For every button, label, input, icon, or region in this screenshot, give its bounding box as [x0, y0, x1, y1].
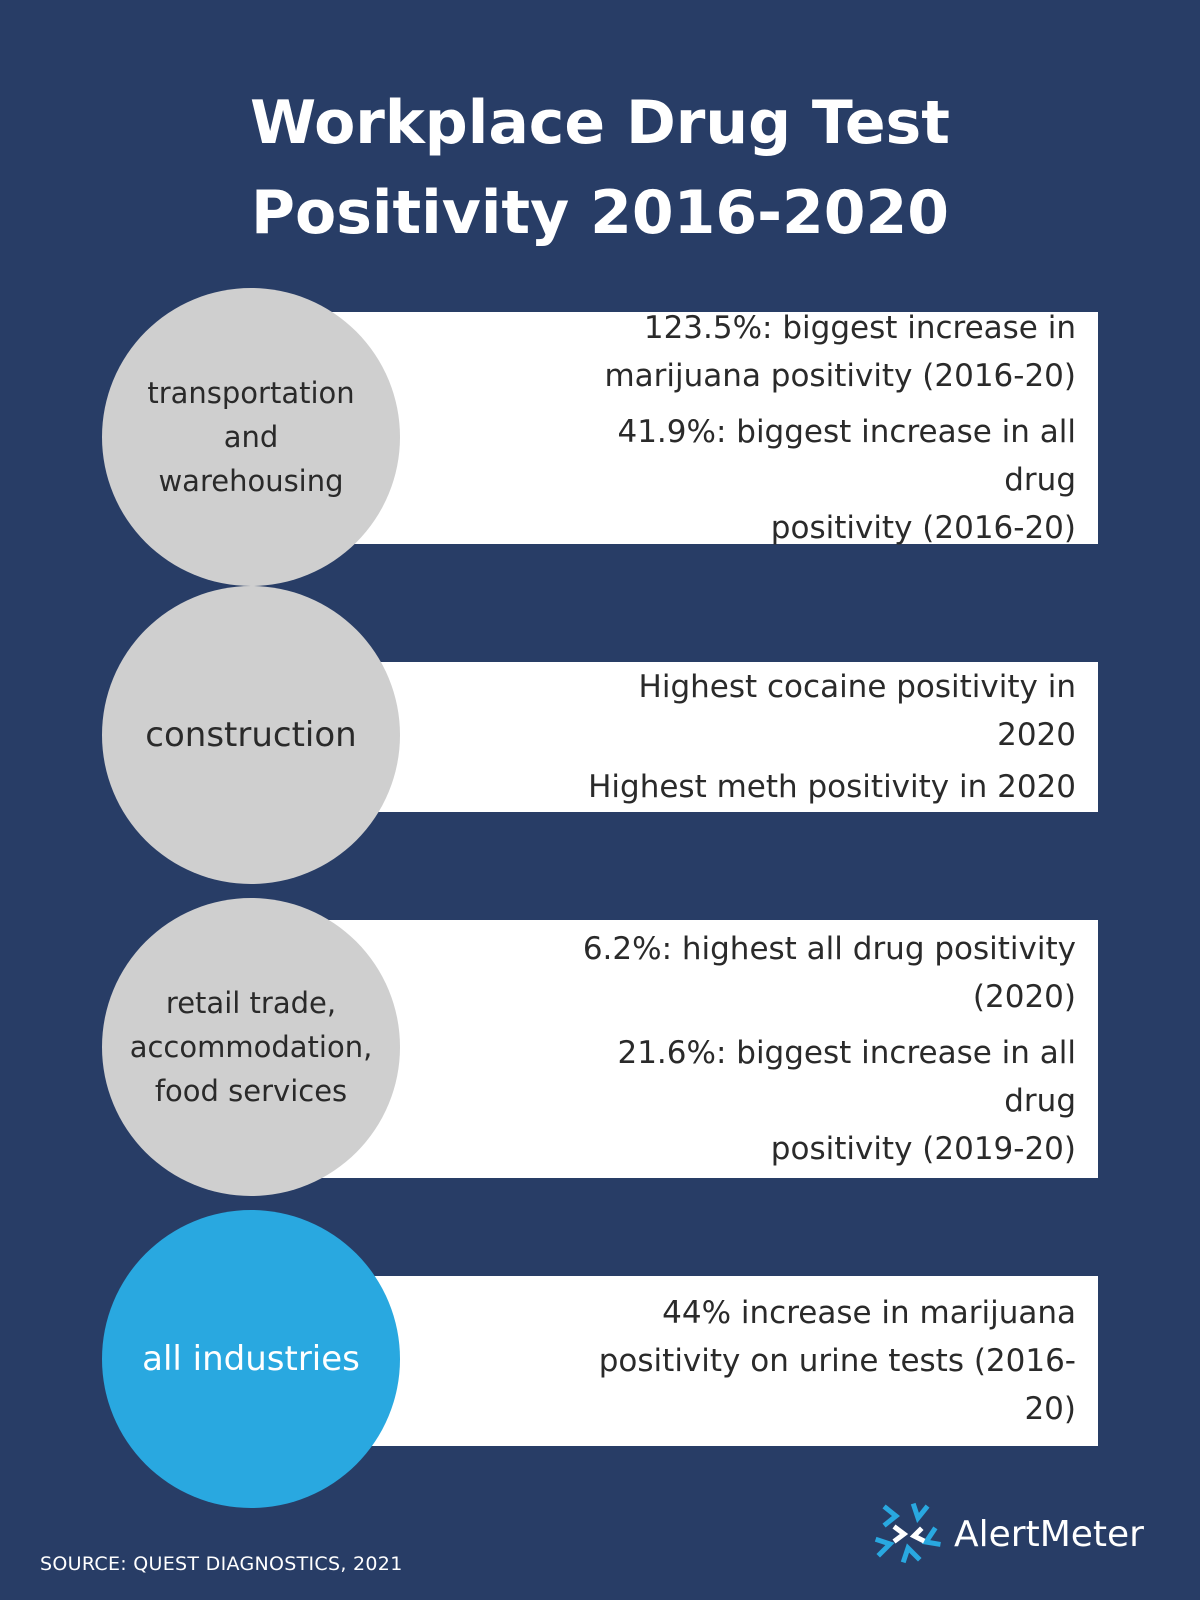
stat-line: positivity (2019-20) [770, 1131, 1076, 1167]
industry-label: all industries [142, 1337, 360, 1381]
industry-circle-all: all industries [102, 1210, 400, 1508]
stat-line: 41.9%: biggest increase in all drug [617, 414, 1076, 498]
industry-row-all: 44% increase in marijuana positivity on … [0, 1210, 1200, 1510]
industry-label-line: all industries [142, 1339, 360, 1379]
industry-label-line: accommodation, [129, 1030, 373, 1064]
page-title-line-2: Positivity 2016-2020 [251, 178, 949, 248]
industry-circle-retail: retail trade, accommodation, food servic… [102, 898, 400, 1196]
industry-label: transportation and warehousing [147, 371, 354, 503]
industry-circle-transportation: transportation and warehousing [102, 288, 400, 586]
alertmeter-logo-icon [874, 1502, 941, 1564]
stat-line: positivity (2016-20) [770, 510, 1076, 546]
stat-line: 21.6%: biggest increase in all drug [617, 1035, 1076, 1119]
stats-box: Highest cocaine positivity in 2020 Highe… [320, 662, 1098, 812]
stat-line: Highest meth positivity in 2020 [588, 769, 1076, 805]
industry-label-line: food services [154, 1074, 348, 1108]
stat-line: marijuana positivity (2016-20) [604, 358, 1076, 394]
stat-item: 123.5%: biggest increase in marijuana po… [604, 304, 1076, 400]
industry-label: construction [145, 713, 356, 757]
stats-box: 123.5%: biggest increase in marijuana po… [320, 310, 1098, 546]
industry-row-retail: 6.2%: highest all drug positivity (2020)… [0, 898, 1200, 1198]
industry-label-line: construction [145, 715, 357, 755]
stats-box: 44% increase in marijuana positivity on … [320, 1276, 1098, 1446]
stat-item: Highest cocaine positivity in 2020 [560, 663, 1076, 759]
stat-line: 123.5%: biggest increase in [643, 310, 1076, 346]
stat-line: Highest cocaine positivity in 2020 [638, 669, 1076, 753]
industry-label-line: transportation [147, 376, 355, 410]
stat-item: 44% increase in marijuana positivity on … [560, 1289, 1076, 1433]
stats-box: 6.2%: highest all drug positivity (2020)… [320, 920, 1098, 1178]
stat-item: 6.2%: highest all drug positivity (2020) [583, 925, 1076, 1021]
stat-line: positivity on urine tests (2016-20) [598, 1343, 1076, 1427]
industry-label-line: and [223, 420, 279, 454]
stat-item: 41.9%: biggest increase in all drug posi… [560, 408, 1076, 552]
stat-item: 21.6%: biggest increase in all drug posi… [560, 1029, 1076, 1173]
industry-label-line: warehousing [158, 464, 344, 498]
page-title-line-1: Workplace Drug Test [250, 88, 950, 158]
stat-line: 6.2%: highest all drug positivity [582, 931, 1076, 967]
brand-logo: AlertMeter [874, 1500, 1144, 1568]
industry-row-construction: Highest cocaine positivity in 2020 Highe… [0, 586, 1200, 886]
industry-row-transportation: 123.5%: biggest increase in marijuana po… [0, 288, 1200, 586]
industry-label-line: retail trade, [165, 986, 337, 1020]
stat-line: (2020) [972, 979, 1076, 1015]
stat-line: 44% increase in marijuana [662, 1295, 1076, 1331]
brand-name: AlertMeter [954, 1513, 1144, 1555]
industry-circle-construction: construction [102, 586, 400, 884]
page-title: Workplace Drug Test Positivity 2016-2020 [0, 78, 1200, 258]
source-note: SOURCE: QUEST DIAGNOSTICS, 2021 [40, 1553, 403, 1575]
stat-item: Highest meth positivity in 2020 [588, 763, 1076, 811]
industry-label: retail trade, accommodation, food servic… [130, 981, 373, 1113]
